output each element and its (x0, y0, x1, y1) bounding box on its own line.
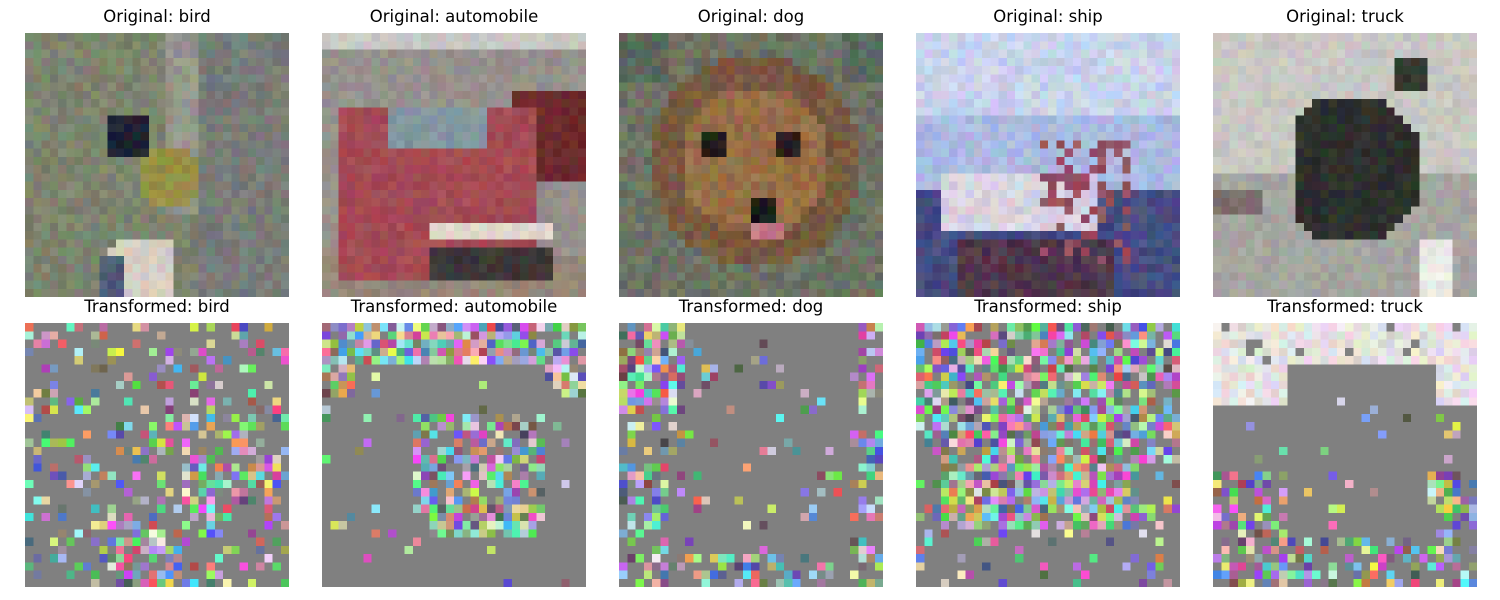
image-original-bird (25, 33, 289, 297)
panel-title: Original: ship (993, 7, 1103, 26)
panel-title: Original: truck (1286, 7, 1404, 26)
panel-title: Original: bird (103, 7, 211, 26)
panel-title: Original: dog (697, 7, 805, 26)
panel-title: Transformed: automobile (350, 297, 558, 316)
panel-title: Transformed: bird (84, 297, 230, 316)
image-transformed-automobile (322, 323, 586, 587)
image-transformed-ship (916, 323, 1180, 587)
panel-title: Transformed: dog (678, 297, 824, 316)
image-transformed-truck (1213, 323, 1477, 587)
panel-title: Transformed: ship (974, 297, 1122, 316)
image-original-ship (916, 33, 1180, 297)
image-original-automobile (322, 33, 586, 297)
image-transformed-dog (619, 323, 883, 587)
image-transformed-bird (25, 323, 289, 587)
panel-title: Original: automobile (369, 7, 539, 26)
panel-title: Transformed: truck (1267, 297, 1423, 316)
image-original-dog (619, 33, 883, 297)
image-original-truck (1213, 33, 1477, 297)
